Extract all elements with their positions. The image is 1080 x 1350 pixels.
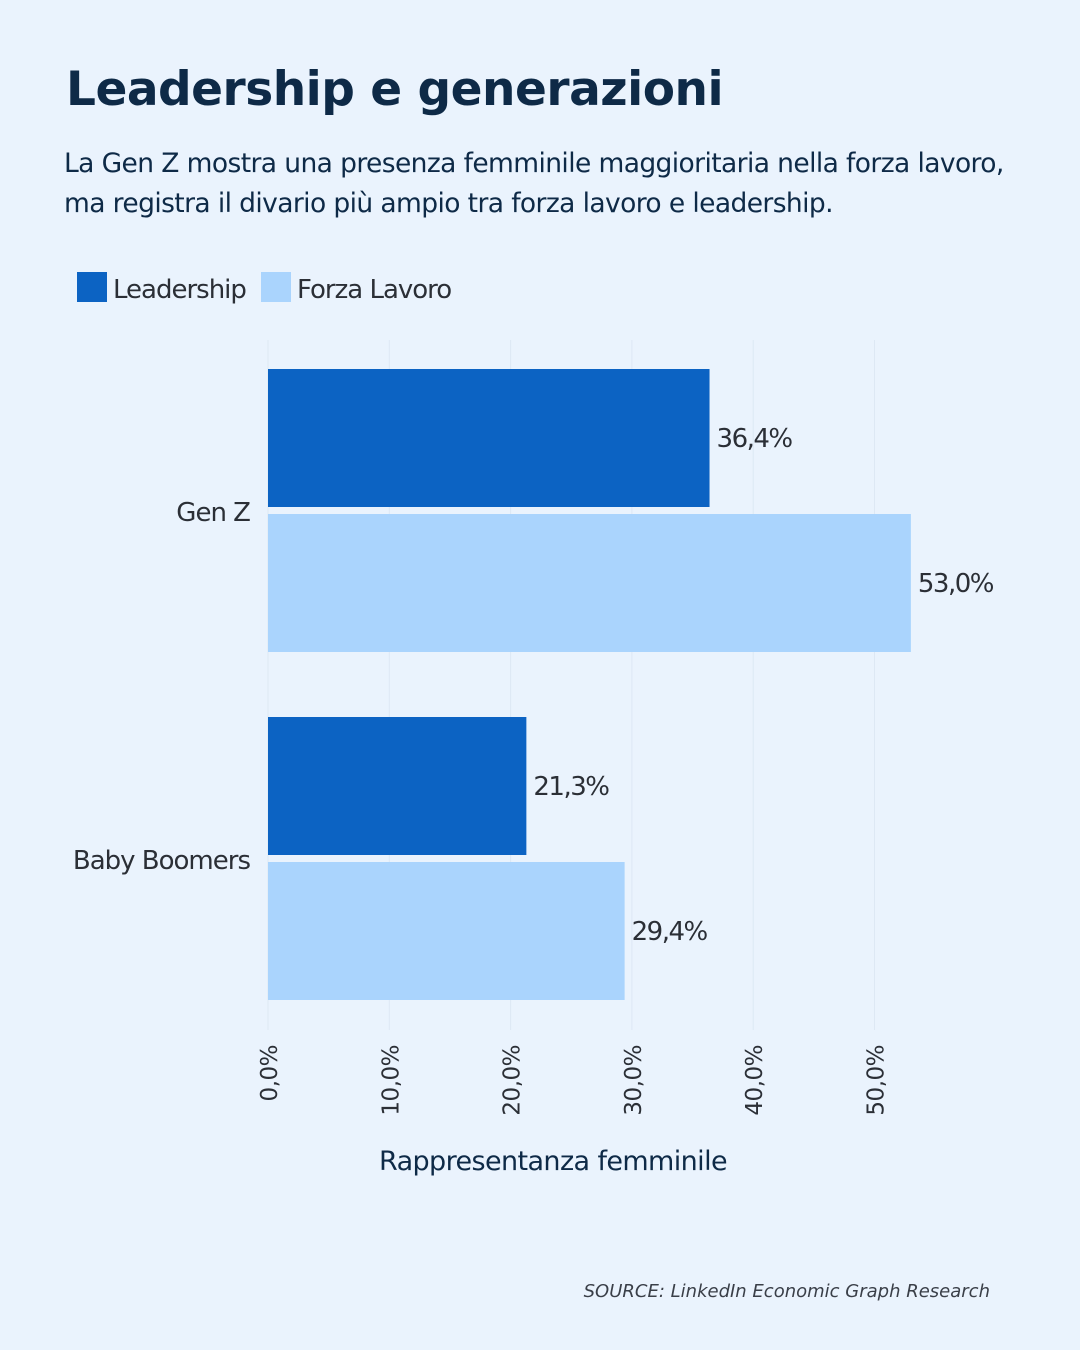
legend-label: Forza Lavoro	[297, 275, 451, 305]
data-label: 36,4%	[717, 424, 793, 454]
legend-swatch	[77, 272, 107, 302]
bar-forza-lavoro	[268, 862, 625, 1000]
bar-leadership	[268, 369, 710, 507]
legend-swatch	[261, 272, 291, 302]
data-label: 29,4%	[632, 917, 708, 947]
x-tick-label: 10,0%	[378, 1045, 404, 1116]
legend-label: Leadership	[113, 275, 246, 305]
x-tick-label: 50,0%	[864, 1045, 890, 1116]
x-tick-label: 30,0%	[621, 1045, 647, 1116]
x-tick-label: 0,0%	[257, 1045, 283, 1101]
x-tick-label: 20,0%	[500, 1045, 526, 1116]
data-label: 53,0%	[918, 569, 994, 599]
category-label: Baby Boomers	[73, 846, 251, 876]
bar-forza-lavoro	[268, 514, 911, 652]
x-tick-label: 40,0%	[742, 1045, 768, 1116]
chart-title: Leadership e generazioni	[66, 62, 724, 117]
x-axis-label: Rappresentanza femminile	[379, 1146, 727, 1177]
data-label: 21,3%	[533, 772, 609, 802]
source-note: SOURCE: LinkedIn Economic Graph Research	[583, 1281, 990, 1302]
chart-subtitle: La Gen Z mostra una presenza femminile m…	[64, 148, 1004, 219]
bar-leadership	[268, 717, 527, 855]
category-label: Gen Z	[176, 498, 250, 528]
